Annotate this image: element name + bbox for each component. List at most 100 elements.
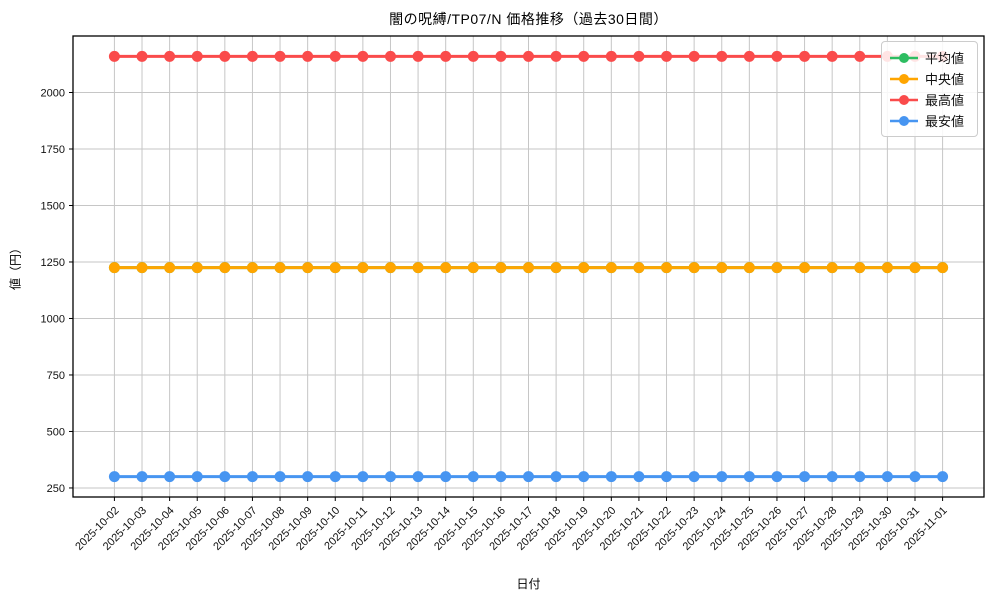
data-point-median [219,262,231,274]
data-point-min [909,471,921,483]
data-point-max [633,50,645,62]
data-point-max [384,50,396,62]
data-point-max [523,50,534,62]
data-point-min [799,471,811,483]
data-point-min [523,471,534,483]
data-point-max [771,50,783,62]
data-point-median [495,262,507,274]
data-point-max [826,50,838,62]
data-point-max [440,50,452,62]
data-point-median [633,262,645,274]
data-point-median [274,262,286,274]
data-point-min [274,471,286,483]
data-point-max [799,50,811,62]
data-point-median [136,262,148,274]
legend-swatch-graphic [890,52,918,63]
data-point-median [164,262,176,274]
legend-label-median: 中央値 [925,72,965,87]
data-point-max [743,50,755,62]
data-point-median [826,262,838,274]
data-point-min [219,471,231,483]
data-point-min [302,471,314,483]
legend-item-median: 中央値 [889,69,969,88]
y-tick-label: 1500 [41,200,65,212]
data-point-max [274,50,286,62]
data-point-median [688,262,700,274]
data-point-min [743,471,755,483]
data-point-min [605,471,617,483]
data-point-median [440,262,452,274]
data-point-min [661,471,673,483]
legend-label-max: 最高値 [925,93,965,108]
data-point-min [246,471,258,483]
data-point-max [164,50,176,62]
data-point-min [716,471,728,483]
data-point-median [191,262,203,274]
data-point-min [108,471,120,483]
data-point-max [578,50,590,62]
data-point-max [495,50,507,62]
series-min [108,471,949,483]
data-point-median [302,262,314,274]
data-point-median [523,262,534,274]
data-point-median [799,262,811,274]
data-point-min [688,471,700,483]
legend-item-max: 最高値 [889,90,969,109]
data-point-min [467,471,479,483]
data-point-median [578,262,590,274]
legend-swatch-graphic [890,94,918,105]
y-tick-label: 250 [47,483,65,495]
data-point-min [881,471,893,483]
data-point-max [357,50,369,62]
data-point-max [302,50,314,62]
y-tick-label: 500 [47,426,65,438]
data-point-median [329,262,341,274]
chart-title: 闇の呪縛/TP07/N 価格推移（過去30日間） [389,11,668,27]
data-point-max [136,50,148,62]
legend-label-average: 平均値 [925,51,965,66]
data-point-median [467,262,479,274]
data-point-max [716,50,728,62]
y-tick-label: 750 [47,370,65,382]
legend-marker-average-icon [889,51,919,65]
data-point-median [246,262,258,274]
data-point-median [909,262,921,274]
data-point-min [550,471,562,483]
data-point-median [108,262,120,274]
data-point-min [164,471,176,483]
data-point-min [357,471,369,483]
legend-item-average: 平均値 [889,48,969,67]
data-point-min [136,471,148,483]
legend-marker-max-icon [889,93,919,107]
x-axis-label: 日付 [516,577,541,591]
data-point-min [826,471,838,483]
data-point-min [578,471,590,483]
data-point-median [357,262,369,274]
data-point-min [384,471,396,483]
data-point-median [716,262,728,274]
data-point-max [191,50,203,62]
series-max [108,50,949,62]
data-point-max [412,50,424,62]
data-point-min [440,471,452,483]
data-point-max [329,50,341,62]
data-point-min [633,471,645,483]
data-point-median [412,262,424,274]
legend-item-min: 最安値 [889,111,969,130]
y-tick-label: 1000 [41,313,65,325]
legend-marker-median-icon [889,72,919,86]
data-point-median [881,262,893,274]
data-point-max [467,50,479,62]
data-point-median [661,262,673,274]
data-point-max [854,50,866,62]
legend: 平均値 中央値 最高値 最安値 [881,41,978,137]
y-tick-label: 2000 [41,87,65,99]
legend-marker-min-icon [889,114,919,128]
data-point-median [937,262,949,274]
data-point-min [771,471,783,483]
data-point-max [108,50,120,62]
data-point-min [329,471,341,483]
legend-swatch-graphic [890,73,918,84]
